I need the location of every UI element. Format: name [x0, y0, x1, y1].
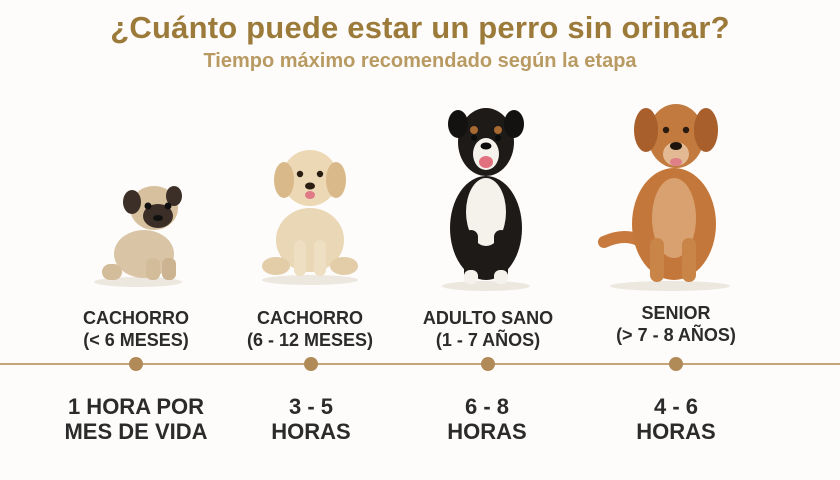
stage-value-line1: 6 - 8 [464, 394, 510, 419]
stage-label-line1: CACHORRO [257, 308, 363, 328]
stage-label-line2: (1 - 7 AÑOS) [435, 330, 541, 350]
stage-value-line1: 4 - 6 [653, 394, 699, 419]
stage-value-line2: HORAS [447, 419, 527, 444]
timeline-dot [481, 357, 495, 371]
stage-value-cachorro-6-12: 3 - 5 HORAS [211, 394, 411, 444]
stage-value-line2: MES DE VIDA [64, 419, 208, 444]
stage-label-line1: SENIOR [641, 303, 711, 323]
timeline-dot [129, 357, 143, 371]
stage-value-cachorro-menor-6: 1 HORA POR MES DE VIDA [36, 394, 236, 444]
stage-label-cachorro-menor-6: CACHORRO (< 6 MESES) [26, 307, 246, 351]
stage-label-line2: (< 6 MESES) [83, 330, 189, 350]
stage-value-line2: HORAS [636, 419, 716, 444]
timeline-dot [669, 357, 683, 371]
golden-puppy-image [262, 150, 358, 285]
stage-value-senior: 4 - 6 HORAS [576, 394, 776, 444]
timeline-dot [304, 357, 318, 371]
stage-label-line2: (> 7 - 8 AÑOS) [616, 325, 736, 345]
page-subtitle: Tiempo máximo recomendado según la etapa [203, 50, 637, 72]
stage-label-line1: CACHORRO [83, 308, 189, 328]
timeline-line [0, 363, 840, 365]
golden-senior-image [598, 104, 730, 291]
bernese-adult-image [442, 108, 530, 291]
pug-puppy-image [94, 186, 182, 287]
stage-label-cachorro-6-12: CACHORRO (6 - 12 MESES) [200, 307, 420, 351]
page-title: ¿Cuánto puede estar un perro sin orinar? [110, 10, 730, 45]
stage-label-line2: (6 - 12 MESES) [246, 330, 374, 350]
stage-value-line1: 3 - 5 [288, 394, 334, 419]
stage-label-line1: ADULTO SANO [422, 308, 554, 328]
stage-label-senior: SENIOR (> 7 - 8 AÑOS) [566, 302, 786, 346]
stage-label-adulto-sano: ADULTO SANO (1 - 7 AÑOS) [378, 307, 598, 351]
stage-value-line2: HORAS [271, 419, 351, 444]
stage-value-adulto-sano: 6 - 8 HORAS [387, 394, 587, 444]
stage-value-line1: 1 HORA POR [67, 394, 205, 419]
